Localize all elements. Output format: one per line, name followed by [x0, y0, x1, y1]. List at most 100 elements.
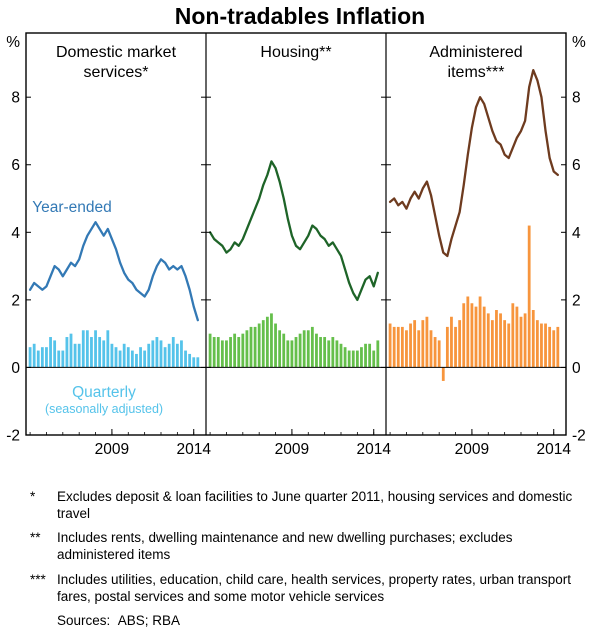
quarterly-bar — [441, 367, 445, 381]
y-tick-label-right: 6 — [572, 157, 581, 174]
quarterly-bar — [180, 340, 183, 368]
quarterly-bar — [69, 333, 73, 368]
quarterly-bar — [368, 343, 372, 368]
quarterly-bar — [241, 333, 245, 368]
panel-title: items*** — [448, 64, 505, 81]
quarterly-bar — [310, 326, 314, 368]
quarterly-bar — [216, 337, 220, 368]
quarterly-bar — [192, 357, 196, 368]
quarterly-bar — [470, 303, 474, 368]
quarterly-bar — [302, 330, 306, 368]
quarterly-bar — [32, 343, 36, 368]
year-ended-label: Year-ended — [32, 199, 112, 216]
quarterly-bar — [90, 337, 93, 368]
quarterly-bar — [306, 330, 310, 368]
quarterly-bar — [212, 337, 216, 368]
quarterly-bar — [98, 337, 102, 368]
quarterly-bar — [94, 330, 97, 368]
quarterly-bar — [425, 316, 429, 368]
quarterly-bar — [155, 337, 159, 368]
quarterly-bar — [171, 337, 175, 368]
quarterly-bar — [40, 347, 44, 368]
x-tick-label: 2009 — [95, 441, 129, 458]
quarterly-bar — [36, 350, 40, 368]
quarterly-label: Quarterly — [72, 384, 136, 401]
quarterly-bar — [409, 323, 412, 368]
quarterly-bar — [482, 306, 486, 368]
quarterly-bar — [233, 333, 237, 368]
quarterly-bar — [396, 326, 400, 368]
quarterly-bar — [515, 306, 519, 368]
x-tick-label: 2009 — [275, 441, 309, 458]
quarterly-bar — [196, 357, 200, 368]
unit-label-right: % — [572, 34, 586, 51]
quarterly-bar — [274, 323, 277, 368]
quarterly-bar — [208, 333, 212, 368]
quarterly-bar — [81, 330, 85, 368]
quarterly-bar — [511, 303, 515, 368]
quarterly-bar — [388, 323, 392, 368]
quarterly-bar — [355, 350, 359, 368]
y-tick-label-right: 0 — [572, 360, 581, 377]
year-ended-line — [28, 221, 199, 322]
quarterly-bar — [126, 347, 130, 368]
quarterly-bar — [220, 340, 224, 368]
sources-line: Sources: ABS; RBA — [57, 612, 181, 628]
quarterly-bar — [102, 340, 106, 368]
quarterly-bar — [73, 343, 77, 368]
quarterly-bar — [400, 326, 404, 368]
footnote-3-text: Includes utilities, education, child car… — [57, 571, 572, 604]
quarterly-bar — [417, 330, 421, 368]
quarterly-bar — [413, 320, 417, 368]
quarterly-bar — [474, 306, 478, 368]
quarterly-bar — [552, 330, 556, 368]
quarterly-bar — [499, 313, 502, 368]
quarterly-bar — [445, 326, 449, 368]
quarterly-bar — [466, 296, 470, 368]
quarterly-bar — [290, 340, 294, 368]
quarterly-bar — [360, 347, 363, 368]
x-tick-label: 2014 — [356, 441, 391, 458]
quarterly-bar — [450, 316, 453, 368]
quarterly-bar — [544, 323, 547, 368]
quarterly-bar — [335, 340, 339, 368]
y-tick-label-right: -2 — [572, 428, 586, 445]
quarterly-bar — [188, 353, 192, 368]
chart-svg: Domestic market services* 2009 2014 Housing*… — [6, 32, 586, 458]
quarterly-bar — [319, 337, 322, 368]
y-tick-label-left: 4 — [11, 225, 20, 242]
quarterly-bar — [110, 343, 114, 368]
y-tick-label-left: 0 — [11, 360, 20, 377]
quarterly-bar — [548, 326, 552, 368]
x-tick-label: 2014 — [536, 441, 571, 458]
quarterly-bar — [106, 330, 110, 368]
quarterly-bar — [351, 350, 355, 368]
y-tick-label-left: 8 — [11, 90, 20, 107]
quarterly-bar — [175, 343, 179, 368]
x-tick-label: 2014 — [176, 441, 211, 458]
quarterly-bar — [323, 337, 327, 368]
quarterly-bar — [347, 350, 351, 368]
panel-title: Housing** — [260, 44, 331, 61]
quarterly-bar — [486, 313, 490, 368]
quarterly-bar — [556, 326, 560, 368]
quarterly-sublabel: (seasonally adjusted) — [45, 402, 163, 416]
footnote-2-marker: ** — [30, 530, 41, 546]
quarterly-bar — [147, 343, 151, 368]
quarterly-bar — [53, 340, 57, 368]
quarterly-bar — [421, 320, 425, 368]
footnote-1-text: Excludes deposit & loan facilities to Ju… — [57, 489, 573, 522]
quarterly-bar — [495, 310, 498, 368]
quarterly-bar — [519, 316, 523, 368]
quarterly-bar — [454, 326, 457, 368]
quarterly-bar — [253, 326, 257, 368]
panel-title: Domestic market — [56, 44, 177, 61]
quarterly-bar — [184, 350, 187, 368]
quarterly-bar — [294, 337, 298, 368]
unit-label-left: % — [6, 34, 20, 51]
quarterly-bar — [77, 343, 81, 368]
quarterly-bar — [249, 326, 253, 368]
y-tick-label-right: 4 — [572, 225, 581, 242]
quarterly-bar — [237, 337, 241, 368]
quarterly-bar — [339, 343, 343, 368]
